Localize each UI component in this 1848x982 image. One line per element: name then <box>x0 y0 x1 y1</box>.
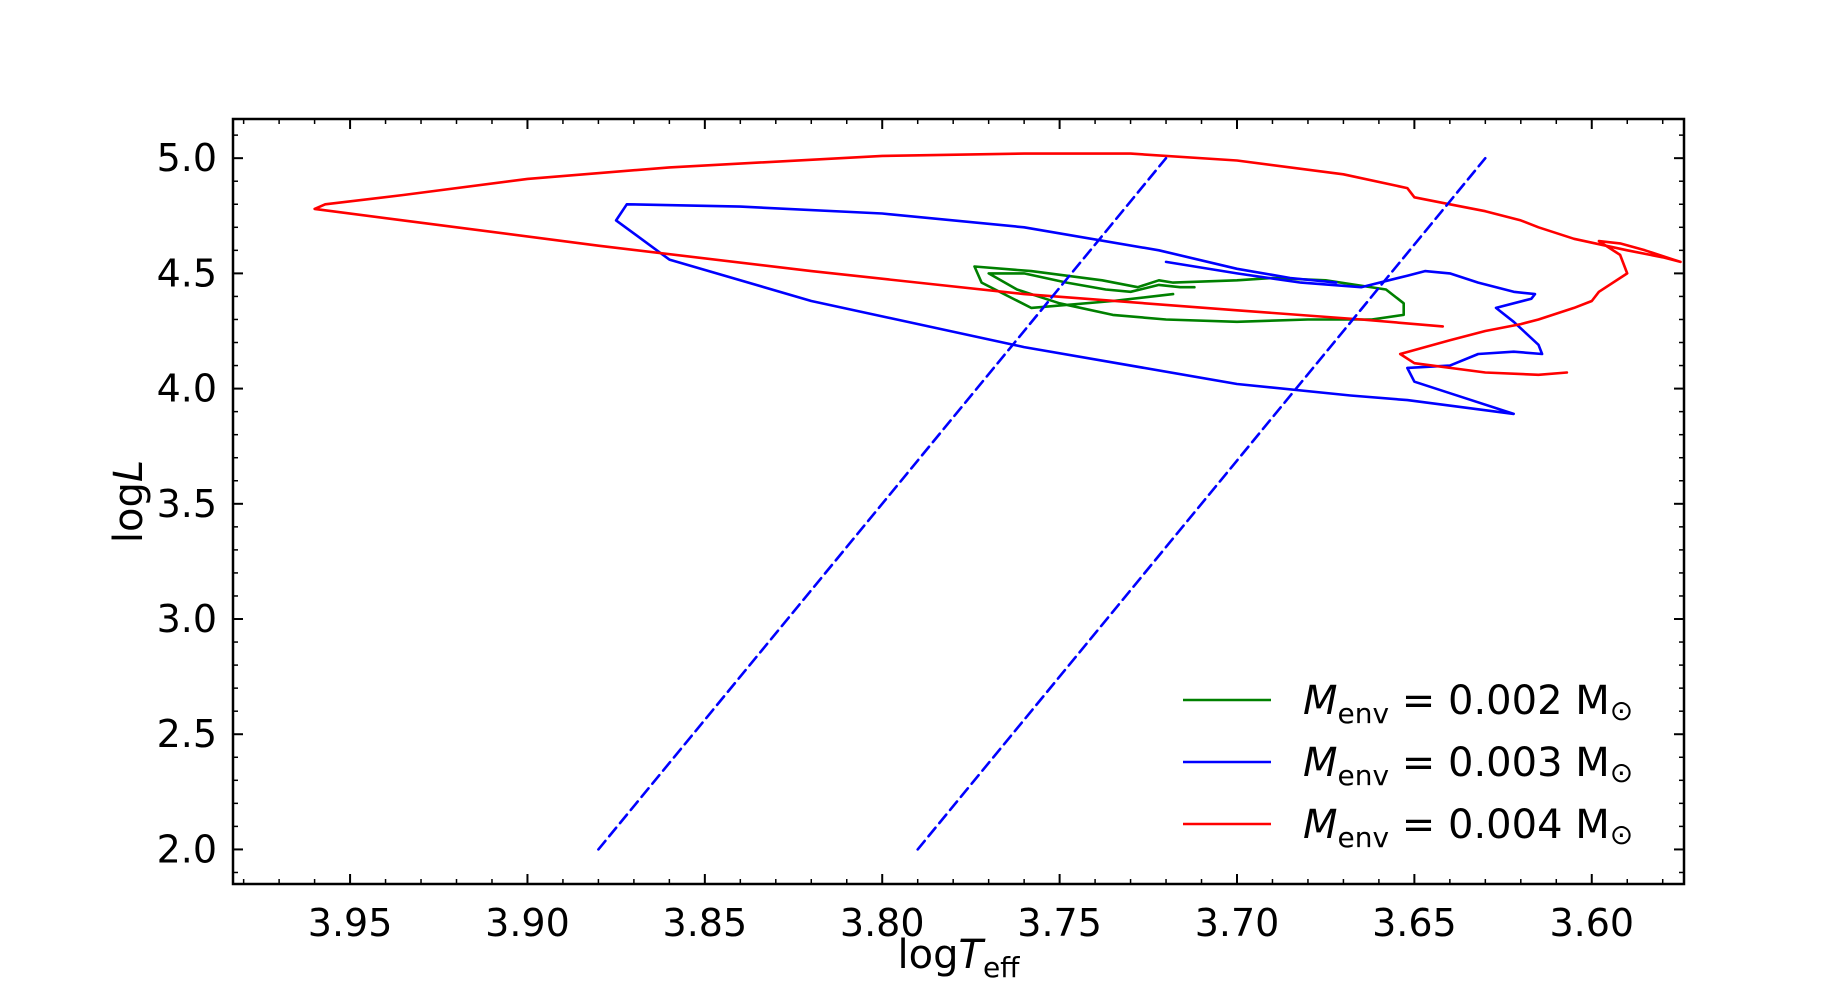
legend-unit: ⊙ <box>1610 756 1633 789</box>
legend-var: M <box>1303 740 1338 786</box>
legend-rest: = 0.002 M <box>1389 678 1610 724</box>
y-tick-label: 2.5 <box>157 712 217 756</box>
plot-frame <box>231 117 1686 886</box>
x-axis-title: logTeff <box>898 932 1021 982</box>
instability-strip-edge-3 <box>597 156 1168 851</box>
series-line-2 <box>313 152 1682 377</box>
x-tick-label: 3.75 <box>1017 901 1102 945</box>
y-tick-label: 4.0 <box>157 367 217 411</box>
y-tick-label: 4.5 <box>157 251 217 295</box>
ticks-layer: 3.95 3.90 3.85 3.80 3.75 3.70 3.65 3.60 2.0 2.5 3.… <box>157 119 1684 945</box>
legend-label-0: Menv = 0.002 M⊙ <box>1303 678 1633 730</box>
legend-rest: = 0.004 M <box>1389 802 1610 848</box>
instability-strip-edge-4 <box>916 156 1487 851</box>
series-line-0 <box>973 265 1405 324</box>
series-line-1 <box>614 203 1544 416</box>
x-tick-label: 3.85 <box>663 901 748 945</box>
legend-rest: = 0.003 M <box>1389 740 1610 786</box>
x-tick-label: 3.95 <box>308 901 393 945</box>
x-tick-label: 3.90 <box>485 901 570 945</box>
legend-sub: env <box>1338 759 1390 792</box>
axis-title-sub: eff <box>983 951 1020 982</box>
axis-title-var: T <box>959 932 987 978</box>
legend-unit: ⊙ <box>1610 818 1633 851</box>
legend-unit: ⊙ <box>1610 694 1633 727</box>
x-tick-label: 3.60 <box>1549 901 1634 945</box>
legend-label-2: Menv = 0.004 M⊙ <box>1303 802 1633 854</box>
axis-title-base: log <box>898 932 959 978</box>
x-tick-label: 3.70 <box>1195 901 1280 945</box>
y-tick-label: 5.0 <box>157 136 217 180</box>
plot-layer <box>313 152 1682 851</box>
legend-var: M <box>1303 802 1338 848</box>
legend-sub: env <box>1338 821 1390 854</box>
y-tick-label: 2.0 <box>157 827 217 871</box>
legend-sub: env <box>1338 697 1390 730</box>
axis-title-var: L <box>106 460 152 482</box>
x-tick-label: 3.65 <box>1372 901 1457 945</box>
legend-var: M <box>1303 678 1338 724</box>
legend: Menv = 0.002 M⊙Menv = 0.003 M⊙Menv = 0.0… <box>1183 678 1633 854</box>
y-tick-label: 3.0 <box>157 597 217 641</box>
axis-title-base: log <box>106 482 152 543</box>
x-tick-label: 3.80 <box>840 901 925 945</box>
y-tick-label: 3.5 <box>157 482 217 526</box>
y-axis-title: logL <box>106 460 152 543</box>
legend-label-1: Menv = 0.003 M⊙ <box>1303 740 1633 792</box>
